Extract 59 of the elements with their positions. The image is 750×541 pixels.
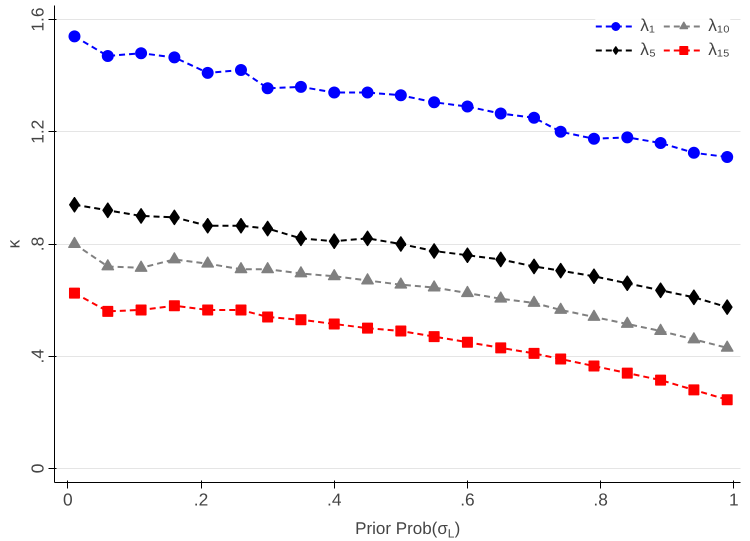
point — [428, 331, 440, 342]
y-tick-label: .4 — [28, 348, 48, 364]
point — [102, 306, 114, 317]
y-tick-label: .8 — [28, 236, 48, 252]
point — [202, 304, 214, 316]
point — [136, 304, 147, 316]
legend-label: λ₁₅ — [708, 39, 730, 60]
point — [168, 51, 180, 64]
point — [395, 325, 406, 336]
x-tick-label: 1 — [729, 490, 739, 510]
point — [528, 348, 540, 359]
y-tick-label: 1.2 — [28, 120, 48, 144]
legend-label: λ₅ — [640, 39, 657, 60]
point — [622, 368, 633, 379]
point — [202, 66, 214, 79]
x-tick-label: .6 — [460, 490, 475, 510]
point — [688, 384, 700, 396]
point — [494, 108, 507, 120]
point — [722, 394, 733, 406]
point — [461, 100, 474, 112]
x-tick-label: .8 — [593, 490, 608, 510]
point — [328, 86, 340, 98]
point — [428, 96, 440, 108]
point — [528, 112, 540, 124]
y-tick-label: 1.6 — [28, 7, 48, 32]
point — [555, 354, 566, 365]
point — [295, 314, 306, 326]
y-axis-title: κ — [4, 239, 24, 248]
point — [262, 82, 274, 94]
point — [462, 336, 473, 348]
point — [262, 311, 274, 322]
point — [102, 50, 114, 62]
point — [135, 47, 148, 60]
point — [294, 80, 307, 93]
x-tick-label: 0 — [63, 490, 73, 510]
point — [654, 137, 667, 149]
y-tick-label: 0 — [28, 464, 48, 474]
point — [68, 288, 80, 299]
point — [655, 374, 666, 386]
x-tick-label: .4 — [327, 490, 342, 510]
legend-label: λ₁₀ — [708, 15, 730, 36]
point — [588, 132, 600, 145]
point — [688, 146, 700, 159]
point — [394, 89, 407, 102]
point — [362, 322, 374, 334]
point — [588, 360, 600, 372]
point — [168, 300, 180, 312]
point — [68, 30, 80, 42]
point — [554, 126, 567, 138]
point — [235, 304, 246, 316]
point — [362, 86, 374, 98]
point — [395, 236, 406, 252]
legend-label: λ₁ — [640, 15, 656, 36]
point — [328, 318, 340, 330]
point — [621, 131, 634, 144]
point — [234, 64, 247, 76]
point — [721, 151, 734, 164]
point — [495, 342, 506, 354]
x-tick-label: .2 — [194, 490, 208, 510]
